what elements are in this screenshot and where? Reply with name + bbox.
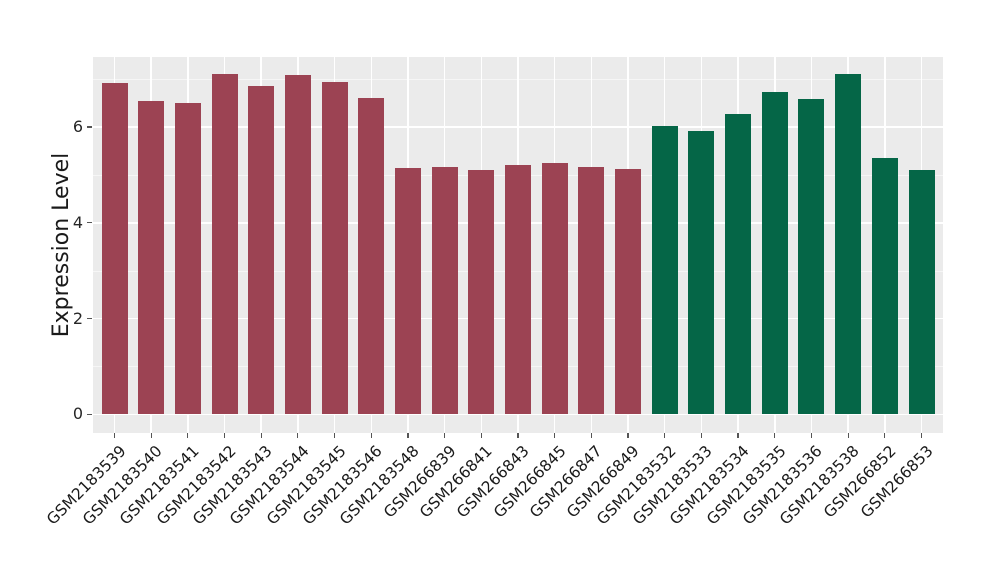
bar-GSM2183546: [358, 98, 385, 415]
plot-panel: [93, 57, 943, 433]
x-tick-mark: [920, 433, 923, 438]
x-tick-mark: [847, 433, 849, 438]
bar-GSM266843: [505, 165, 531, 415]
bar-GSM2183541: [174, 103, 201, 415]
bar-GSM2183543: [248, 86, 275, 415]
x-tick-mark: [774, 433, 776, 438]
bar-GSM266849: [615, 168, 642, 415]
y-tick-label: 4: [72, 212, 83, 232]
bar-GSM266839: [431, 167, 458, 415]
x-tick-mark: [590, 433, 592, 438]
y-axis-label: Expression Level: [49, 152, 74, 338]
bar-GSM2183533: [688, 130, 715, 415]
x-tick-mark: [884, 433, 886, 438]
bar-GSM266853: [908, 170, 935, 415]
y-tick-label: 0: [72, 404, 83, 424]
y-tick-label: 2: [72, 308, 83, 328]
bar-GSM2183545: [321, 81, 348, 415]
bar-GSM2183532: [651, 125, 678, 415]
y-tick-mark: [87, 222, 92, 224]
x-tick-mark: [737, 433, 739, 438]
x-tick-mark: [370, 433, 372, 438]
bar-GSM2183539: [101, 83, 128, 415]
x-tick-mark: [444, 433, 446, 438]
x-tick-mark: [113, 433, 116, 438]
y-tick-mark: [87, 413, 92, 415]
bar-GSM2183544: [284, 74, 311, 415]
bar-GSM2183548: [394, 168, 421, 415]
bar-GSM2183534: [725, 113, 752, 415]
x-tick-mark: [554, 433, 556, 438]
bar-GSM266852: [871, 158, 898, 415]
bar-GSM2183538: [835, 74, 862, 415]
x-tick-mark: [187, 433, 189, 438]
bar-GSM2183535: [761, 91, 788, 415]
bar-GSM2183536: [798, 98, 825, 415]
bar-GSM266841: [468, 170, 495, 415]
x-tick-mark: [333, 433, 336, 438]
x-tick-mark: [223, 433, 226, 438]
x-tick-mark: [480, 433, 482, 438]
x-tick-mark: [260, 433, 262, 438]
bar-GSM2183542: [211, 73, 238, 415]
x-tick-mark: [407, 433, 409, 438]
x-tick-mark: [664, 433, 666, 438]
x-tick-mark: [517, 433, 519, 438]
x-tick-mark: [810, 433, 813, 438]
y-tick-mark: [87, 317, 92, 320]
x-tick-mark: [297, 433, 299, 438]
x-tick-mark: [700, 433, 702, 438]
x-tick-mark: [150, 433, 152, 438]
bar-GSM266845: [541, 163, 568, 415]
y-tick-mark: [87, 126, 92, 128]
bar-GSM2183540: [138, 100, 165, 415]
x-tick-mark: [627, 433, 629, 438]
bar-GSM266847: [578, 166, 605, 415]
y-tick-label: 6: [72, 116, 83, 136]
